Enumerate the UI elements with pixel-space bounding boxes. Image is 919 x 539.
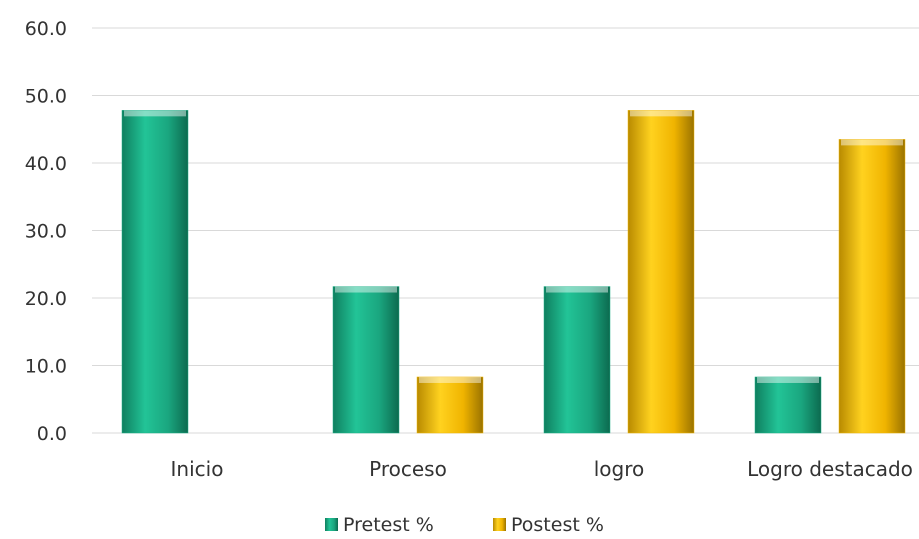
y-axis-ticks: 0.0 10.0 20.0 30.0 40.0 50.0 60.0 [25, 18, 67, 445]
bar-postest [627, 110, 695, 434]
legend-swatch-pretest [325, 518, 338, 531]
bar-highlight [419, 376, 481, 383]
y-tick-label: 60.0 [25, 18, 67, 40]
bar-pretest [332, 286, 400, 434]
y-tick-label: 50.0 [25, 86, 67, 108]
bar-postest [838, 139, 906, 434]
bar-highlight [841, 139, 903, 146]
bar-pretest [543, 286, 611, 434]
bar-highlight [546, 286, 608, 293]
x-category-label: Logro destacado [747, 457, 913, 481]
x-category-label: logro [594, 457, 645, 481]
y-tick-label: 30.0 [25, 221, 67, 243]
y-tick-label: 40.0 [25, 153, 67, 175]
legend: Pretest % Postest % [325, 514, 604, 536]
bar-highlight [630, 110, 692, 117]
legend-label: Pretest % [343, 514, 434, 536]
bar-pretest [121, 110, 189, 434]
legend-swatch-postest [493, 518, 506, 531]
bar-highlight [124, 110, 186, 117]
bar-highlight [757, 376, 819, 383]
bars [121, 110, 906, 434]
bar-highlight [335, 286, 397, 293]
x-axis-categories: Inicio Proceso logro Logro destacado [171, 457, 913, 481]
y-tick-label: 10.0 [25, 356, 67, 378]
x-category-label: Proceso [369, 457, 447, 481]
bar-pretest [754, 376, 822, 434]
legend-label: Postest % [511, 514, 604, 536]
bar-postest [416, 376, 484, 434]
gridlines [92, 27, 919, 434]
y-tick-label: 0.0 [37, 423, 67, 445]
x-category-label: Inicio [171, 457, 224, 481]
y-tick-label: 20.0 [25, 288, 67, 310]
